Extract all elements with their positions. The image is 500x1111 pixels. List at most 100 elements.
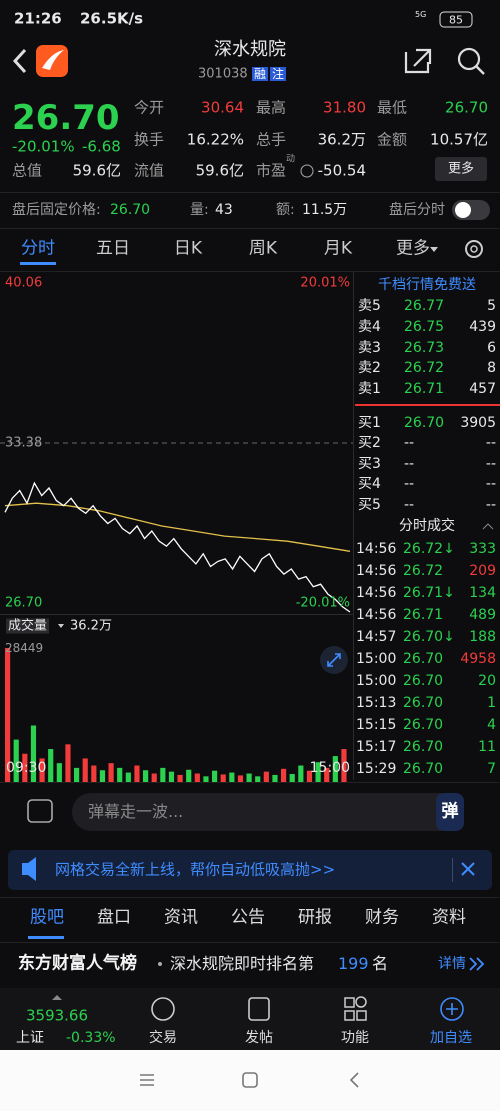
ah-value: 11.5万 [302,202,348,218]
nav-item[interactable]: 交易 [149,1030,177,1046]
ranking-rank: 199 [338,954,369,973]
trade-time: 15:00 [356,651,397,667]
trade-time: 15:17 [356,739,397,755]
trade-price: 26.71↓ [403,585,455,601]
banner-bg [8,850,492,890]
volume-bar [263,771,269,782]
book-qty: 6 [487,340,496,356]
banner-close[interactable] [461,862,475,876]
home-button[interactable] [242,1072,258,1088]
book-qty: 3905 [460,415,496,431]
volume-bar [289,773,295,782]
back-icon[interactable] [12,48,27,74]
pe-superscript: 动 [286,154,296,165]
volume-bar [30,725,37,782]
sub-tab[interactable]: 资讯 [164,907,198,928]
ranking-brand: 东方财富人气榜 [18,953,137,974]
stat-value: -50.54 [317,161,366,180]
nav-item[interactable]: 功能 [341,1030,369,1046]
search-icon[interactable] [457,47,481,71]
chart-tab[interactable]: 五日 [96,238,130,259]
book-qty: 439 [469,319,496,335]
menu-button[interactable] [140,1074,154,1086]
book-label: 买2 [358,435,381,451]
trade-volume: 134 [469,585,496,601]
book-label: 买5 [358,497,381,513]
book-qty: -- [485,476,496,492]
book-qty: 8 [487,360,496,376]
trade-icon[interactable] [151,997,175,1021]
post-icon[interactable] [248,997,270,1021]
sub-tab[interactable]: 股吧 [30,907,64,928]
volume-bar [160,767,166,782]
sub-tab[interactable]: 研报 [298,907,332,928]
separator-dot [158,962,162,966]
trade-volume: 7 [487,761,496,777]
net-speed: 26.5K/s [80,9,144,28]
ah-label: 量: [190,202,209,218]
ranking-detail[interactable]: 详情 [438,956,466,972]
stat-value: 36.2万 [317,130,366,149]
trade-volume: 11 [478,739,496,755]
volume-bar [82,758,88,782]
volume-bar [237,775,244,782]
danmaku-input[interactable] [72,793,464,831]
sub-tab[interactable]: 财务 [365,907,399,928]
back-button[interactable] [349,1072,359,1088]
logo-mark [42,50,64,70]
volume-bar [194,773,200,782]
volume-total: 36.2万 [70,618,112,634]
share-icon[interactable] [404,48,432,74]
book-qty: 5 [487,298,496,314]
danmaku-button[interactable] [436,793,464,831]
sub-tab[interactable]: 公告 [231,907,265,928]
signal: 5G [415,10,427,19]
stat-label: 最高 [256,98,287,117]
volume-bar [298,765,304,782]
nav-item[interactable]: 加自选 [430,1030,472,1046]
book-label: 买4 [358,476,381,492]
chart-tab[interactable]: 更多 [396,238,430,259]
ah-timeshare[interactable]: 盘后分时 [389,202,445,218]
book-price: -- [404,476,415,492]
chart-tab[interactable]: 月K [323,238,353,259]
volume-title: 成交量 [6,618,50,634]
trade-volume: 489 [469,607,496,623]
pe-info-icon[interactable] [300,164,314,178]
more-button[interactable] [435,157,487,181]
volume-tick-label: 28449 [5,641,44,655]
settings-icon[interactable] [465,240,483,258]
sub-tab[interactable]: 资料 [432,907,466,928]
danmaku-placeholder[interactable]: 弹幕走一波... [88,802,184,821]
settings-icon-core [470,245,478,253]
promo[interactable]: 千档行情免费送 [378,277,476,293]
chart-tab[interactable]: 周K [248,238,278,259]
ah-label: 盘后固定价格: [12,202,101,218]
banner-text[interactable]: 网格交易全新上线，帮你自动低吸高抛>> [55,860,336,879]
chart-tab[interactable]: 分时 [21,238,55,259]
more-button-label[interactable]: 更多 [447,161,475,177]
divider [0,897,500,898]
trade-price: 26.72↓ [403,541,455,557]
func-icon[interactable] [344,997,355,1008]
stat-value: 59.6亿 [72,161,121,180]
volume-bar [91,765,97,782]
add-plus [446,1003,458,1015]
danmaku-icon[interactable] [27,799,53,823]
volume-bar [117,767,123,782]
sub-tab[interactable]: 盘口 [97,907,131,928]
trade-time: 15:00 [356,673,397,689]
volume-bar [281,768,287,782]
chart-tab[interactable]: 日K [173,238,203,259]
tab-underline [20,262,56,265]
nav-item[interactable]: 发帖 [245,1030,273,1046]
index-change: -0.33% [66,1030,116,1046]
volume-bar [315,762,321,782]
danmaku-button-label[interactable]: 弹 [441,801,459,822]
ranking-unit: 名 [372,954,389,973]
book-price: 26.75 [404,319,445,335]
add-icon[interactable] [440,997,464,1021]
book-qty: -- [485,456,496,472]
volume-bar [220,774,226,782]
